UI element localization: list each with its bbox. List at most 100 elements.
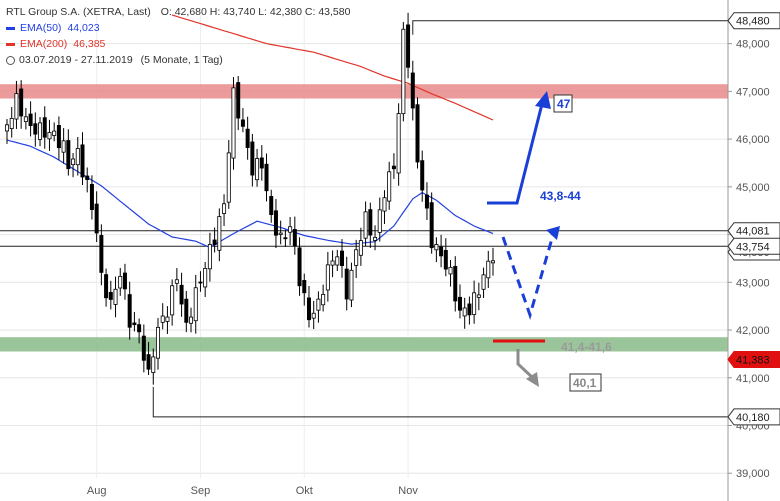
candle-down (302, 280, 307, 294)
candle-up (321, 294, 326, 306)
candle-up (335, 256, 340, 266)
candle-up (373, 236, 378, 241)
level-line-40180 (152, 386, 728, 418)
candle-up (14, 93, 19, 120)
annotation-target-47: 47 (557, 97, 571, 111)
period-range: 03.07.2019 - 27.11.2019 (19, 54, 133, 66)
y-tick-label: 48,000 (736, 39, 770, 51)
y-tick-label: 46,000 (736, 134, 770, 146)
ema200-swatch (6, 42, 15, 46)
clock-icon (6, 55, 15, 65)
candle-up (61, 140, 66, 153)
candle-down (33, 123, 38, 135)
ema50-swatch (6, 26, 15, 30)
y-tick-label: 42,000 (736, 325, 770, 337)
candle-up (462, 307, 467, 317)
candle-up (165, 316, 170, 322)
ema50-line (6, 139, 494, 249)
candle-down (122, 272, 127, 290)
y-tick-label: 39,000 (736, 468, 770, 480)
resistance-zone (0, 84, 728, 99)
candle-down (457, 296, 462, 311)
candle-down (453, 266, 458, 302)
candle-up (113, 288, 118, 305)
candle-down (141, 335, 146, 361)
chart-legend: RTL Group S.A. (XETRA, Last) O: 42,680 H… (6, 4, 350, 68)
candle-up (278, 232, 283, 235)
ema50-label: EMA(50) (20, 22, 62, 34)
price-tag-44081-bg (727, 222, 780, 240)
candle-up (151, 356, 156, 373)
candle-up (23, 116, 28, 122)
candle-up (377, 209, 382, 233)
x-tick-label: Okt (296, 485, 313, 497)
support-zone (0, 337, 728, 352)
y-tick-label: 41,000 (736, 373, 770, 385)
candle-up (448, 266, 453, 275)
candle-up (476, 294, 481, 298)
candle-up (226, 152, 231, 203)
legend-ema200: EMA(200) 46,385 (6, 36, 350, 52)
candle-down (245, 128, 250, 148)
annotation-range-up: 43,8-44 (540, 189, 581, 203)
candle-down (306, 297, 311, 321)
candle-up (401, 28, 406, 115)
candle-up (189, 316, 194, 324)
candle-down (250, 141, 255, 176)
price-tag-43754-bg (727, 237, 780, 255)
candle-up (358, 240, 363, 256)
candle-down (179, 284, 184, 305)
candle-down (99, 235, 104, 273)
candle-down (273, 210, 278, 236)
candle-up (396, 113, 401, 174)
candle-down (340, 250, 345, 266)
price-tag-48480-bg (727, 12, 780, 30)
candle-up (38, 122, 43, 140)
candle-down (415, 104, 420, 163)
price-tag-44081: 44,081 (736, 226, 770, 238)
x-tick-label: Nov (398, 485, 418, 497)
ema200-label: EMA(200) (20, 38, 68, 50)
candle-down (297, 247, 302, 287)
arrow-up-path (487, 99, 545, 205)
ema50-value: 44,023 (67, 22, 100, 34)
y-tick-label: 43,000 (736, 277, 770, 289)
candle-up (222, 203, 227, 214)
candle-down (439, 246, 444, 257)
candle-down (420, 160, 425, 191)
candle-up (330, 260, 335, 266)
candle-up (193, 287, 198, 322)
candle-up (170, 285, 175, 316)
candle-up (363, 211, 368, 239)
y-tick-label: 45,000 (736, 182, 770, 194)
candle-up (203, 268, 208, 288)
arrow-down-path (516, 349, 535, 380)
candle-down (42, 117, 47, 138)
candle-down (66, 140, 71, 170)
candle-up (155, 326, 160, 359)
arrow-down-head (526, 372, 539, 387)
candle-up (481, 274, 486, 290)
price-axis: 39,00040,00041,00042,00043,00044,00045,0… (87, 0, 780, 501)
candle-up (255, 158, 260, 181)
annotation-target-47-box (553, 94, 573, 113)
candle-down (104, 274, 109, 299)
candle-down (344, 268, 349, 300)
candle-down (198, 281, 203, 284)
legend-ema50: EMA(50) 44,023 (6, 20, 350, 36)
ema200-value: 46,385 (73, 38, 106, 50)
ema200-line (171, 14, 494, 121)
candle-down (19, 88, 24, 117)
price-tag-40180: 40,180 (736, 412, 770, 424)
candle-up (434, 244, 439, 251)
legend-period: 03.07.2019 - 27.11.2019 (5 Monate, 1 Tag… (6, 52, 350, 68)
candle-down (236, 82, 241, 119)
candle-down (467, 303, 472, 316)
candle-up (472, 292, 477, 315)
y-tick-label: 47,000 (736, 86, 770, 98)
x-tick-label: Sep (191, 485, 211, 497)
candle-down (429, 202, 434, 249)
candle-down (424, 194, 429, 209)
annotation-range-down: 41,4-41,6 (561, 340, 612, 354)
